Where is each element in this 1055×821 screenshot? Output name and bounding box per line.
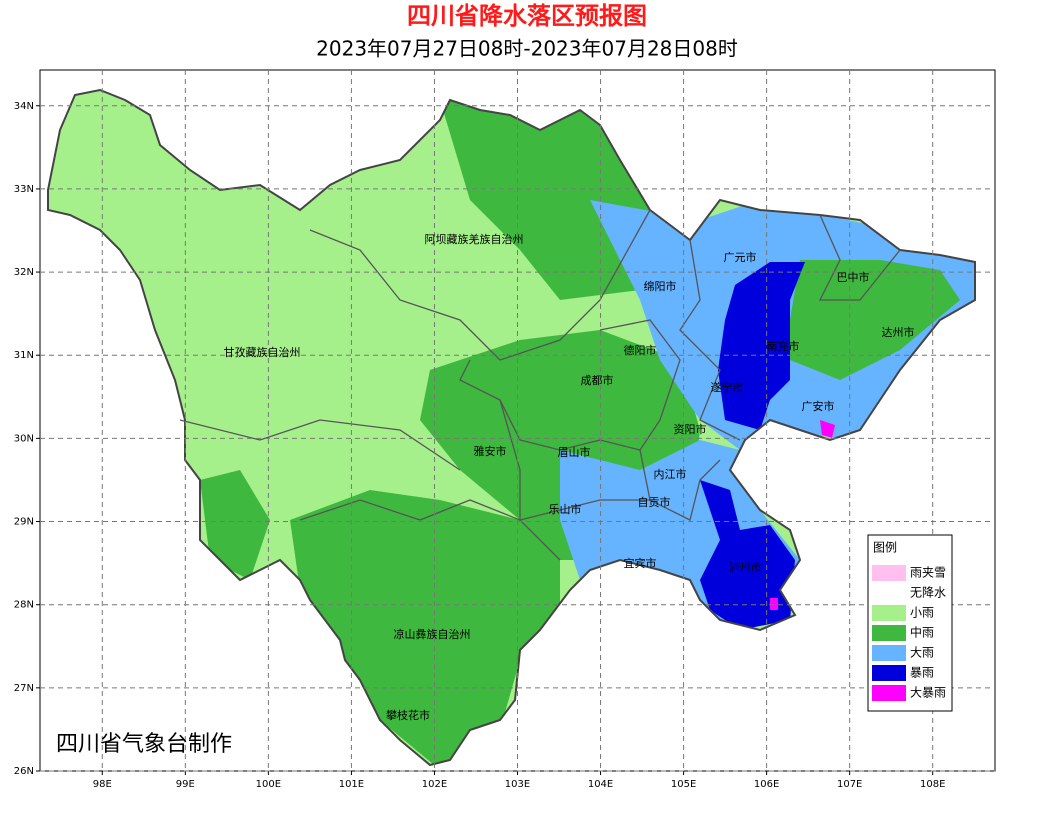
x-tick-label: 107E xyxy=(837,779,862,790)
region-border xyxy=(459,319,681,451)
region-border xyxy=(299,499,561,561)
legend-title: 图例 xyxy=(873,541,897,555)
region-border xyxy=(679,239,741,441)
y-tick-label: 30N xyxy=(14,433,34,444)
region-border xyxy=(639,449,721,521)
region-label: 绵阳市 xyxy=(644,279,677,293)
x-tick-label: 98E xyxy=(93,779,112,790)
x-tick-label: 106E xyxy=(754,779,779,790)
region-label: 自贡市 xyxy=(638,495,671,509)
region-label: 阿坝藏族羌族自治州 xyxy=(425,232,524,246)
legend-label: 大雨 xyxy=(910,646,934,660)
legend-swatch xyxy=(872,605,906,621)
province-outline xyxy=(47,88,976,767)
x-tick-label: 99E xyxy=(176,779,195,790)
legend-swatch xyxy=(872,645,906,661)
region-label: 凉山彝族自治州 xyxy=(394,627,471,641)
rainstorm-area xyxy=(718,262,805,430)
region-label: 宜宾市 xyxy=(624,556,657,570)
legend-box xyxy=(867,534,953,712)
region-label: 达州市 xyxy=(882,325,915,339)
y-tick-label: 29N xyxy=(14,517,34,528)
moderate-rain-area xyxy=(290,490,560,765)
y-tick-label: 28N xyxy=(14,600,34,611)
x-tick-label: 100E xyxy=(256,779,281,790)
region-label: 眉山市 xyxy=(558,445,591,459)
moderate-rain-area xyxy=(440,100,660,300)
x-tick-label: 108E xyxy=(920,779,945,790)
y-tick-label: 27N xyxy=(14,683,34,694)
region-label: 广元市 xyxy=(724,250,757,264)
region-label: 德阳市 xyxy=(624,343,657,357)
y-tick-label: 31N xyxy=(14,350,34,361)
legend-swatch xyxy=(872,565,906,581)
y-tick-label: 34N xyxy=(14,101,34,112)
x-tick-label: 103E xyxy=(505,779,530,790)
severe-rainstorm-area xyxy=(820,420,835,438)
legend-swatch xyxy=(872,585,906,601)
legend-label: 中雨 xyxy=(910,625,934,640)
region-border xyxy=(179,419,461,471)
region-borders xyxy=(179,209,901,561)
region-label: 攀枝花市 xyxy=(386,708,430,722)
region-label: 泸州市 xyxy=(729,560,762,574)
region-label: 内江市 xyxy=(654,467,687,481)
moderate-rain-area xyxy=(790,260,960,380)
region-label: 南充市 xyxy=(767,339,800,353)
credit: 四川省气象台制作 xyxy=(56,732,232,757)
region-label: 雅安市 xyxy=(474,444,507,458)
region-border xyxy=(499,399,650,521)
region-label: 甘孜藏族自治州 xyxy=(224,345,301,359)
subtitle: 2023年07月27日08时-2023年07月28日08时 xyxy=(316,37,738,61)
y-tick-label: 26N xyxy=(14,766,34,777)
region-border xyxy=(309,209,651,361)
legend-label: 雨夹雪 xyxy=(910,566,946,580)
x-tick-label: 105E xyxy=(671,779,696,790)
region-border xyxy=(818,214,901,301)
region-label: 遂宁市 xyxy=(711,380,744,394)
y-tick-label: 32N xyxy=(14,267,34,278)
region-label: 乐山市 xyxy=(549,502,582,516)
legend-label: 无降水 xyxy=(910,586,946,600)
severe-rainstorm-area xyxy=(770,598,778,610)
x-tick-label: 102E xyxy=(422,779,447,790)
region-label: 成都市 xyxy=(581,373,614,387)
legend-swatch xyxy=(872,665,906,681)
rainstorm-area xyxy=(700,480,795,630)
x-tick-label: 104E xyxy=(588,779,613,790)
title: 四川省降水落区预报图 xyxy=(407,2,647,30)
legend-swatch xyxy=(872,685,906,701)
legend-label: 小雨 xyxy=(910,606,934,620)
legend-label: 暴雨 xyxy=(910,666,934,680)
graticule xyxy=(36,70,995,775)
x-tick-label: 101E xyxy=(339,779,364,790)
legend-swatch xyxy=(872,625,906,641)
moderate-rain-area xyxy=(200,470,270,580)
region-label: 巴中市 xyxy=(837,270,870,284)
y-tick-label: 33N xyxy=(14,184,34,195)
legend-label: 大暴雨 xyxy=(910,686,946,700)
region-label: 广安市 xyxy=(802,399,835,413)
region-label: 资阳市 xyxy=(674,422,707,436)
